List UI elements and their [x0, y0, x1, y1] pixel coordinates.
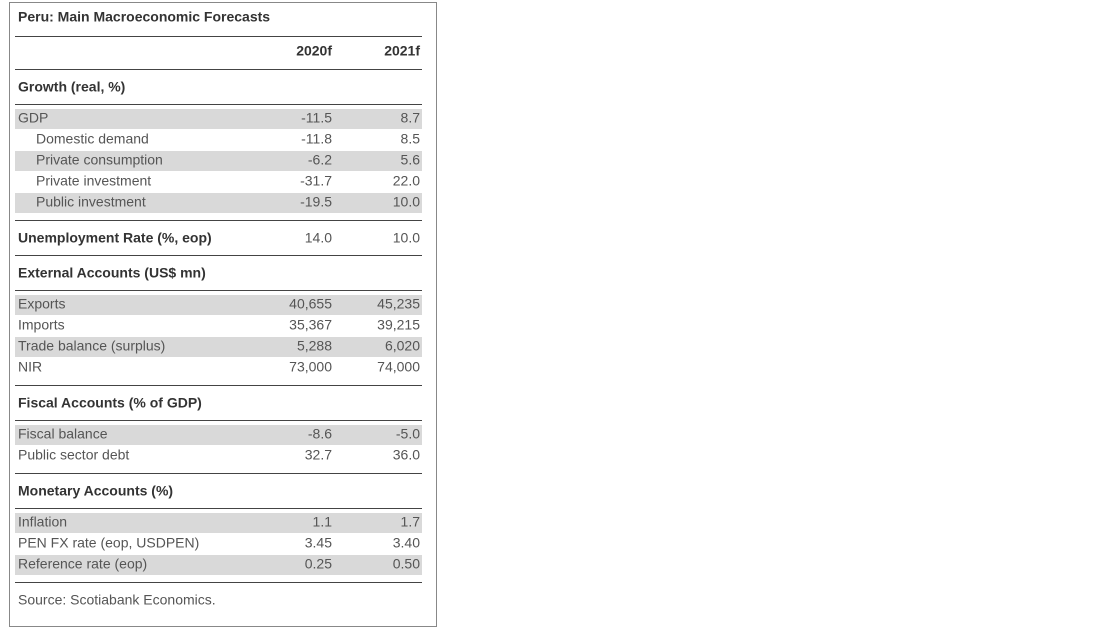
row-label: PEN FX rate (eop, USDPEN): [18, 535, 199, 551]
row-shade: [15, 151, 422, 171]
cell-value: -19.5: [300, 194, 332, 210]
row-shade: [15, 513, 422, 533]
cell-value: -11.8: [301, 131, 332, 147]
section-title: Growth (real, %): [18, 79, 125, 95]
source-note: Source: Scotiabank Economics.: [18, 592, 216, 608]
cell-value: 1.7: [401, 514, 421, 530]
cell-value: 5.6: [401, 152, 421, 168]
cell-value: 73,000: [289, 359, 332, 375]
column-header: 2020f: [296, 43, 332, 59]
section-title: Fiscal Accounts (% of GDP): [18, 395, 202, 411]
row-label: Fiscal balance: [18, 426, 108, 442]
cell-value: 35,367: [289, 317, 332, 333]
row-shade: [15, 337, 422, 357]
cell-value: 8.5: [401, 131, 421, 147]
section-title: Monetary Accounts (%): [18, 483, 173, 499]
row-shade: [15, 193, 422, 213]
cell-value: 3.45: [305, 535, 332, 551]
row-label: Imports: [18, 317, 65, 333]
cell-value: 39,215: [377, 317, 420, 333]
cell-value: 8.7: [401, 110, 421, 126]
cell-value: 45,235: [377, 296, 420, 312]
row-label: Public sector debt: [18, 447, 129, 463]
row-label: Exports: [18, 296, 65, 312]
row-label: NIR: [18, 359, 42, 375]
row-label: Trade balance (surplus): [18, 338, 165, 354]
cell-value: 0.25: [305, 556, 332, 572]
row-label: Reference rate (eop): [18, 556, 147, 572]
cell-value: -11.5: [301, 110, 332, 126]
cell-value: 6,020: [385, 338, 420, 354]
row-label: Inflation: [18, 514, 67, 530]
row-label: GDP: [18, 110, 48, 126]
row-label: Public investment: [36, 194, 146, 210]
cell-value: -31.7: [300, 173, 332, 189]
cell-value: 14.0: [305, 230, 332, 246]
row-shade: [15, 109, 422, 129]
row-label: Private consumption: [36, 152, 163, 168]
section-title: External Accounts (US$ mn): [18, 265, 206, 281]
column-header: 2021f: [384, 43, 420, 59]
cell-value: 10.0: [393, 194, 420, 210]
cell-value: -5.0: [396, 426, 420, 442]
cell-value: 0.50: [393, 556, 420, 572]
cell-value: 74,000: [377, 359, 420, 375]
cell-value: 10.0: [393, 230, 420, 246]
row-shade: [15, 295, 422, 315]
cell-value: 1.1: [313, 514, 333, 530]
cell-value: -6.2: [308, 152, 332, 168]
row-label: Domestic demand: [36, 131, 149, 147]
section-title: Unemployment Rate (%, eop): [18, 230, 212, 246]
cell-value: 5,288: [297, 338, 332, 354]
cell-value: -8.6: [308, 426, 332, 442]
row-shade: [15, 555, 422, 575]
cell-value: 32.7: [305, 447, 332, 463]
table-title: Peru: Main Macroeconomic Forecasts: [18, 9, 270, 25]
cell-value: 36.0: [393, 447, 420, 463]
cell-value: 40,655: [289, 296, 332, 312]
row-shade: [15, 425, 422, 445]
cell-value: 3.40: [393, 535, 420, 551]
row-label: Private investment: [36, 173, 151, 189]
cell-value: 22.0: [393, 173, 420, 189]
